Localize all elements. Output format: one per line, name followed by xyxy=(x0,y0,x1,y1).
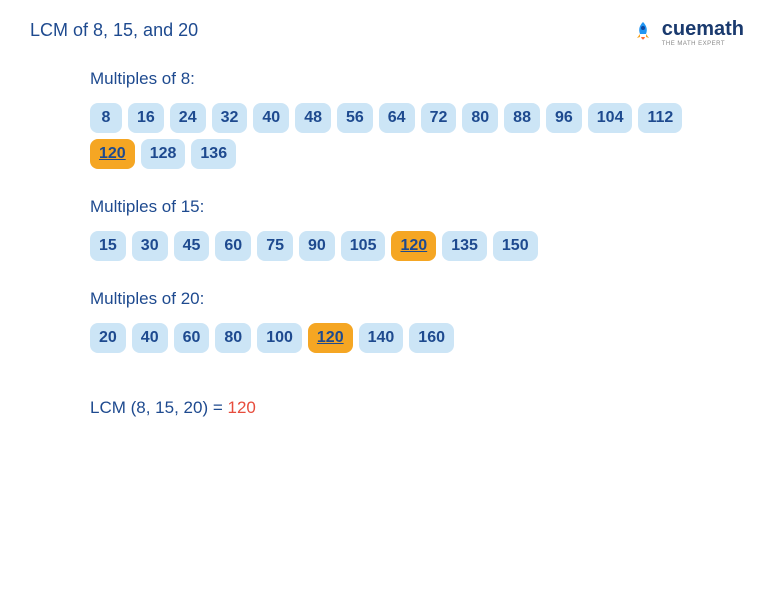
multiple-chip: 48 xyxy=(295,103,331,133)
multiple-chip: 30 xyxy=(132,231,168,261)
multiple-chip: 160 xyxy=(409,323,454,353)
multiple-chip: 128 xyxy=(141,139,186,169)
lcm-result: LCM (8, 15, 20) = 120 xyxy=(90,398,744,418)
multiple-chip: 8 xyxy=(90,103,122,133)
chip-row: 81624324048566472808896104112 120128136 xyxy=(90,103,730,169)
rocket-icon xyxy=(630,20,656,46)
multiple-chip: 140 xyxy=(359,323,404,353)
multiple-chip: 32 xyxy=(212,103,248,133)
multiple-chip: 15 xyxy=(90,231,126,261)
multiple-chip: 105 xyxy=(341,231,386,261)
result-value: 120 xyxy=(227,398,255,417)
multiple-chip: 100 xyxy=(257,323,302,353)
multiple-chip: 60 xyxy=(174,323,210,353)
multiple-chip: 45 xyxy=(174,231,210,261)
logo-brand-text: cuemath xyxy=(662,18,744,41)
multiple-chip-highlight: 120 xyxy=(391,231,436,261)
section-title: Multiples of 8: xyxy=(90,69,744,89)
multiples-section: Multiples of 20: 20406080100120140160 xyxy=(90,289,744,353)
chip-row: 20406080100120140160 xyxy=(90,323,730,353)
multiple-chip: 104 xyxy=(588,103,633,133)
multiple-chip: 56 xyxy=(337,103,373,133)
multiple-chip: 112 xyxy=(638,103,682,133)
multiple-chip: 60 xyxy=(215,231,251,261)
multiple-chip: 88 xyxy=(504,103,540,133)
logo-tagline: THE MATH EXPERT xyxy=(662,41,744,47)
chip-row: 153045607590105120135150 xyxy=(90,231,730,261)
multiple-chip: 150 xyxy=(493,231,538,261)
multiple-chip-highlight: 120 xyxy=(90,139,135,169)
brand-logo: cuemath THE MATH EXPERT xyxy=(630,18,744,47)
multiple-chip: 40 xyxy=(132,323,168,353)
multiple-chip: 80 xyxy=(462,103,498,133)
multiples-section: Multiples of 8: 8162432404856647280889610… xyxy=(90,69,744,169)
multiple-chip: 90 xyxy=(299,231,335,261)
multiple-chip: 135 xyxy=(442,231,487,261)
multiple-chip: 80 xyxy=(215,323,251,353)
multiple-chip: 75 xyxy=(257,231,293,261)
multiple-chip: 24 xyxy=(170,103,206,133)
section-title: Multiples of 20: xyxy=(90,289,744,309)
multiple-chip: 40 xyxy=(253,103,289,133)
multiples-section: Multiples of 15: 153045607590105120135150 xyxy=(90,197,744,261)
multiple-chip: 16 xyxy=(128,103,164,133)
multiple-chip: 20 xyxy=(90,323,126,353)
section-title: Multiples of 15: xyxy=(90,197,744,217)
multiple-chip: 64 xyxy=(379,103,415,133)
multiple-chip: 96 xyxy=(546,103,582,133)
multiple-chip: 72 xyxy=(421,103,457,133)
multiple-chip: 136 xyxy=(191,139,236,169)
result-label: LCM (8, 15, 20) = xyxy=(90,398,227,417)
multiple-chip-highlight: 120 xyxy=(308,323,353,353)
